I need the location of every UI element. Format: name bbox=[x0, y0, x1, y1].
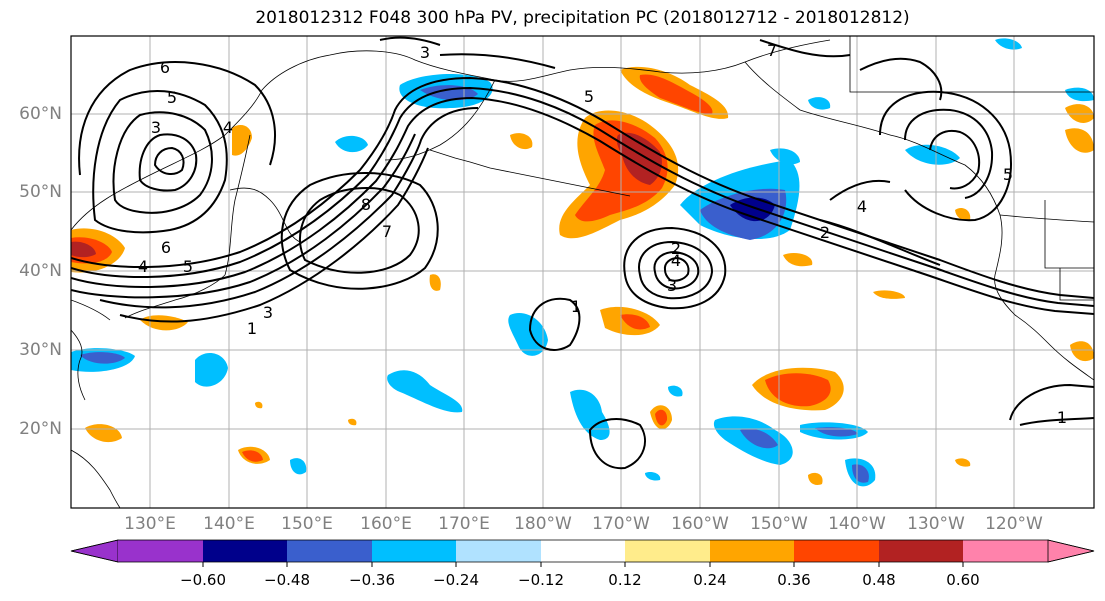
lon-label-160w: 160°W bbox=[671, 514, 729, 534]
colorbar-tick-label: 0.60 bbox=[946, 571, 980, 589]
svg-text:7: 7 bbox=[382, 222, 392, 241]
gridlines bbox=[71, 36, 1094, 508]
lat-label-50n: 50°N bbox=[19, 182, 62, 202]
svg-text:2: 2 bbox=[820, 223, 830, 242]
lon-label-130e: 130°E bbox=[124, 514, 176, 534]
svg-text:6: 6 bbox=[160, 58, 170, 77]
svg-text:5: 5 bbox=[1003, 165, 1013, 184]
colorbar-tick-label: −0.36 bbox=[349, 571, 395, 589]
lat-label-60n: 60°N bbox=[19, 104, 62, 124]
svg-text:2: 2 bbox=[671, 239, 681, 258]
svg-text:7: 7 bbox=[767, 41, 777, 60]
svg-text:4: 4 bbox=[857, 197, 867, 216]
svg-text:4: 4 bbox=[138, 257, 148, 276]
svg-text:1: 1 bbox=[1057, 408, 1067, 427]
precip-negative-japan bbox=[335, 135, 368, 153]
colorbar-tick-label: −0.12 bbox=[518, 571, 564, 589]
svg-text:3: 3 bbox=[263, 303, 273, 322]
map-frame bbox=[70, 35, 1095, 509]
lat-label-30n: 30°N bbox=[19, 340, 62, 360]
svg-text:4: 4 bbox=[671, 251, 681, 270]
lon-label-130w: 130°W bbox=[907, 514, 965, 534]
lon-label-180w: 180°W bbox=[514, 514, 572, 534]
svg-text:5: 5 bbox=[167, 88, 177, 107]
colorbar-tick-label: 0.36 bbox=[777, 571, 811, 589]
lon-label-170e: 170°E bbox=[438, 514, 490, 534]
pv-cutoff-low bbox=[299, 187, 420, 274]
svg-text:8: 8 bbox=[361, 195, 371, 214]
lat-label-40n: 40°N bbox=[19, 261, 62, 281]
svg-text:3: 3 bbox=[420, 43, 430, 62]
colorbar-tick-label: −0.60 bbox=[180, 571, 226, 589]
contour-labels: 6 5 3 3 5 4 4 5 3 1 6 8 7 2 4 3 1 4 2 1 … bbox=[138, 41, 1067, 427]
svg-text:3: 3 bbox=[151, 118, 161, 137]
colorbar-tick-label: −0.24 bbox=[433, 571, 479, 589]
lon-label-140e: 140°E bbox=[203, 514, 255, 534]
pv-jet-contour bbox=[71, 76, 1094, 299]
lon-label-140w: 140°W bbox=[828, 514, 886, 534]
svg-text:5: 5 bbox=[183, 257, 193, 276]
precipitation-fill bbox=[71, 38, 1094, 487]
pv-contours bbox=[71, 36, 1094, 470]
colorbar-extend-low bbox=[70, 539, 119, 563]
svg-text:6: 6 bbox=[161, 238, 171, 257]
coastlines bbox=[71, 36, 1094, 508]
lon-label-170w: 170°W bbox=[592, 514, 650, 534]
svg-text:4: 4 bbox=[223, 118, 233, 137]
colorbar-tick-label: 0.12 bbox=[608, 571, 642, 589]
svg-text:5: 5 bbox=[584, 87, 594, 106]
svg-text:3: 3 bbox=[667, 276, 677, 295]
lon-label-160e: 160°E bbox=[360, 514, 412, 534]
lon-label-150e: 150°E bbox=[281, 514, 333, 534]
map-title: 2018012312 F048 300 hPa PV, precipitatio… bbox=[255, 8, 910, 28]
colorbar-tick-label: 0.24 bbox=[693, 571, 727, 589]
colorbar-extend-high bbox=[1047, 539, 1095, 563]
lat-label-20n: 20°N bbox=[19, 419, 62, 439]
colorbar-tick-label: −0.48 bbox=[264, 571, 310, 589]
lon-label-150w: 150°W bbox=[750, 514, 808, 534]
colorbar-tick-label: 0.48 bbox=[862, 571, 896, 589]
lon-label-120w: 120°W bbox=[985, 514, 1043, 534]
pv-small-low bbox=[638, 240, 714, 300]
svg-text:1: 1 bbox=[247, 319, 257, 338]
colorbar bbox=[70, 539, 1095, 567]
svg-text:1: 1 bbox=[571, 297, 581, 316]
